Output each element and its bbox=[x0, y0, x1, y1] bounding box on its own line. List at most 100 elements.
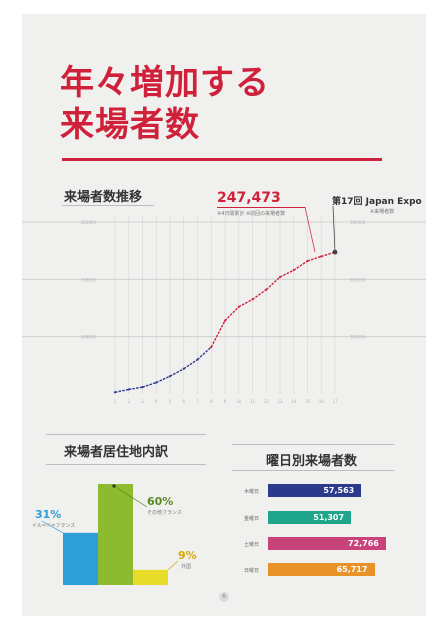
data-point bbox=[251, 298, 254, 301]
residence-section-title: 来場者居住地内訳 bbox=[64, 445, 169, 460]
series-segment bbox=[114, 388, 129, 393]
data-point bbox=[237, 305, 240, 308]
series-segment bbox=[238, 298, 253, 308]
data-point bbox=[278, 275, 282, 279]
title-underline bbox=[62, 158, 382, 161]
data-point bbox=[113, 391, 117, 394]
y-tick-label-right: 200000 bbox=[350, 277, 366, 282]
residence-rule-top bbox=[46, 434, 206, 435]
series-segment bbox=[252, 289, 267, 300]
x-tick-label: 13 bbox=[277, 399, 283, 404]
series-segment bbox=[183, 359, 198, 370]
x-tick-label: 16 bbox=[319, 399, 325, 404]
weekday-value: 57,563 bbox=[323, 486, 355, 495]
page-title-line-1: 年々増加する bbox=[60, 63, 270, 103]
data-point bbox=[292, 269, 295, 272]
weekday-rule-top bbox=[232, 444, 394, 445]
y-tick-label-left: 200000 bbox=[81, 277, 97, 282]
trend-callout-value: 247,473 bbox=[217, 190, 281, 206]
series-segment bbox=[142, 381, 157, 388]
pct-60-dot bbox=[112, 484, 116, 488]
series-segment bbox=[279, 269, 295, 278]
x-tick-label: 3 bbox=[141, 399, 144, 404]
data-point bbox=[168, 375, 172, 378]
x-tick-label: 5 bbox=[169, 399, 172, 404]
weekday-bar bbox=[268, 537, 386, 550]
trend-callout-rule bbox=[217, 207, 305, 208]
pct-60-label: 60% bbox=[147, 495, 174, 508]
series-segment bbox=[321, 251, 336, 258]
page-panel bbox=[22, 14, 426, 616]
x-tick-label: 17 bbox=[332, 399, 338, 404]
data-point bbox=[210, 345, 213, 349]
page-title-line-2: 来場者数 bbox=[60, 105, 200, 145]
trend-callout-note: ※4日間累計 ※前回の来場者数 bbox=[217, 211, 286, 217]
trend-section-title: 来場者数推移 bbox=[64, 190, 143, 205]
data-point bbox=[141, 386, 144, 389]
pct-31-label: 31% bbox=[35, 508, 62, 521]
x-tick-label: 6 bbox=[182, 399, 185, 404]
weekday-label: 金曜日 bbox=[244, 516, 260, 522]
series-segment bbox=[155, 375, 171, 384]
data-point bbox=[306, 259, 309, 263]
expo-leader bbox=[332, 205, 336, 253]
data-point bbox=[223, 319, 227, 322]
residence-bar bbox=[98, 484, 133, 585]
series-segment bbox=[293, 260, 308, 271]
x-tick-label: 2 bbox=[127, 399, 130, 404]
data-point bbox=[127, 388, 130, 391]
weekday-bar bbox=[268, 511, 352, 524]
weekday-value: 65,717 bbox=[336, 565, 368, 574]
weekday-rule-bottom bbox=[232, 470, 394, 471]
latest-point bbox=[332, 249, 338, 255]
pct-60-leader bbox=[113, 485, 148, 508]
trend-section-rule bbox=[62, 205, 154, 206]
pct-60-note: その他フランス bbox=[147, 510, 182, 516]
x-tick-label: 14 bbox=[291, 399, 297, 404]
pct-31-note: イル=ド=フランス bbox=[32, 523, 76, 529]
weekday-bar bbox=[268, 484, 362, 497]
series-segment bbox=[197, 346, 212, 361]
pct-9-note: 外国 bbox=[181, 564, 192, 570]
weekday-value: 51,307 bbox=[313, 513, 345, 522]
data-point bbox=[196, 358, 199, 361]
weekday-label: 土曜日 bbox=[244, 542, 260, 548]
expo-label: 第17回 Japan Expo bbox=[332, 197, 422, 207]
weekday-section-title: 曜日別来場者数 bbox=[266, 454, 358, 469]
x-tick-label: 15 bbox=[305, 399, 311, 404]
x-tick-label: 7 bbox=[196, 399, 199, 404]
series-segment bbox=[169, 368, 185, 377]
weekday-label: 日曜日 bbox=[244, 568, 260, 574]
pct-9-label: 9% bbox=[178, 549, 197, 562]
y-tick-label-left: 100000 bbox=[81, 335, 97, 340]
series-segment bbox=[307, 255, 322, 262]
x-tick-label: 8 bbox=[210, 399, 213, 404]
residence-bar bbox=[63, 532, 98, 585]
data-point bbox=[182, 367, 185, 370]
data-point bbox=[320, 255, 323, 258]
x-tick-label: 11 bbox=[250, 399, 256, 404]
series-segment bbox=[128, 386, 143, 391]
y-tick-label-left: 300000 bbox=[81, 220, 97, 225]
page-number: 6 bbox=[219, 592, 229, 602]
x-tick-label: 1 bbox=[114, 399, 117, 404]
weekday-bar bbox=[268, 563, 375, 576]
weekday-value: 72,766 bbox=[348, 539, 379, 548]
data-point bbox=[155, 381, 158, 384]
residence-rule-bottom bbox=[46, 464, 206, 465]
x-tick-label: 10 bbox=[236, 399, 242, 404]
series-segment bbox=[210, 320, 226, 348]
trend-chart: 300000 300000 200000 200000 100000 100000 1 2 3 4… bbox=[22, 205, 426, 404]
x-tick-label: 9 bbox=[224, 399, 227, 404]
y-tick-label-right: 300000 bbox=[350, 220, 366, 225]
weekday-label: 木曜日 bbox=[244, 489, 260, 495]
callout-leader bbox=[304, 206, 316, 253]
data-point bbox=[265, 288, 268, 291]
series-segment bbox=[265, 276, 281, 291]
y-tick-label-right: 100000 bbox=[350, 335, 366, 340]
series-segment bbox=[224, 306, 240, 322]
pct-9-leader bbox=[167, 560, 179, 571]
residence-bar bbox=[133, 569, 168, 585]
x-tick-label: 4 bbox=[155, 399, 158, 404]
